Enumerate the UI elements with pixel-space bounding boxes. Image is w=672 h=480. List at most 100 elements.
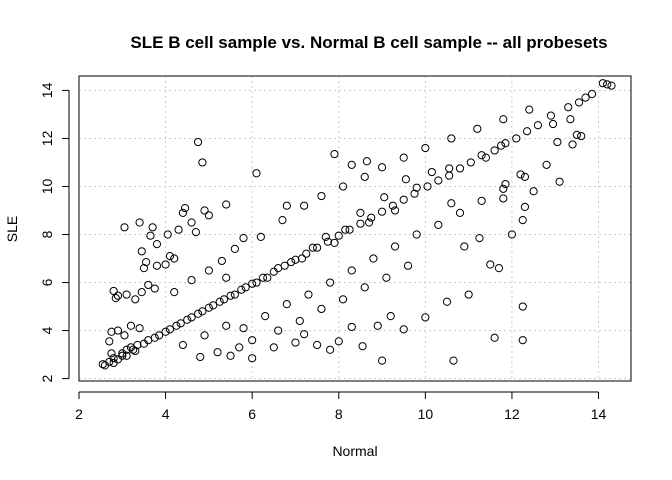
data-point	[501, 139, 510, 148]
data-point	[215, 297, 224, 306]
y-tick-label: 4	[39, 326, 55, 334]
data-point	[581, 93, 590, 102]
data-point	[529, 187, 538, 196]
data-point	[455, 164, 465, 173]
data-point	[135, 218, 144, 227]
data-point	[222, 273, 231, 282]
data-point	[291, 338, 300, 347]
data-point	[377, 356, 387, 365]
data-point	[308, 243, 317, 252]
data-point	[520, 202, 530, 211]
data-point	[542, 160, 551, 169]
data-point	[122, 345, 131, 354]
data-point	[364, 218, 374, 227]
y-tick-label: 2	[39, 374, 55, 382]
data-point	[139, 339, 149, 348]
data-point	[326, 345, 335, 354]
data-point	[607, 81, 616, 90]
data-point	[256, 232, 265, 242]
data-point	[403, 261, 413, 270]
data-point	[122, 290, 131, 299]
data-point	[176, 319, 185, 328]
data-point	[278, 215, 287, 225]
data-point	[323, 237, 333, 246]
data-point	[334, 337, 343, 346]
data-point	[302, 249, 311, 258]
data-point	[427, 167, 436, 177]
data-point	[248, 336, 257, 345]
data-point	[135, 324, 144, 333]
data-point	[163, 230, 172, 239]
data-point	[475, 234, 484, 243]
data-point	[566, 115, 575, 124]
data-point	[146, 231, 155, 240]
data-point	[137, 288, 146, 297]
data-point	[144, 280, 153, 290]
data-point	[230, 244, 239, 254]
data-point	[191, 228, 200, 237]
data-point	[455, 208, 465, 217]
data-point	[326, 278, 335, 287]
data-point	[377, 163, 387, 172]
data-point	[118, 351, 127, 360]
data-point	[235, 343, 244, 352]
data-point	[131, 295, 140, 304]
data-point	[568, 140, 577, 149]
x-axis: 2 4 6 8 10 12 14	[75, 391, 607, 422]
data-point	[507, 230, 517, 239]
data-point	[499, 194, 508, 203]
data-point	[107, 327, 116, 336]
data-point	[520, 172, 530, 181]
x-tick-label: 4	[162, 406, 170, 422]
data-point	[274, 326, 283, 335]
x-tick-label: 8	[335, 406, 343, 422]
data-point	[399, 153, 408, 162]
data-point	[187, 313, 196, 322]
data-point	[347, 160, 356, 169]
data-point	[445, 171, 454, 180]
data-point	[204, 303, 213, 312]
x-tick-label: 10	[418, 406, 434, 422]
data-point	[105, 337, 114, 346]
data-point	[139, 264, 149, 273]
data-point	[434, 220, 443, 229]
data-point	[295, 316, 304, 326]
data-point	[282, 201, 291, 210]
data-point	[187, 276, 196, 285]
data-point	[347, 266, 356, 275]
data-point	[321, 232, 330, 242]
data-point	[120, 331, 129, 340]
data-point	[165, 325, 175, 334]
data-point	[287, 258, 296, 267]
data-point	[360, 283, 369, 292]
data-point	[187, 218, 196, 227]
data-point	[572, 130, 581, 139]
data-point	[518, 302, 527, 311]
data-point	[598, 79, 607, 88]
data-point	[174, 225, 183, 234]
data-point	[330, 238, 339, 248]
data-point	[120, 223, 129, 232]
data-point	[122, 351, 131, 360]
data-point	[477, 151, 486, 160]
data-point	[219, 295, 229, 304]
data-point	[522, 127, 532, 136]
data-point	[401, 175, 410, 184]
data-point	[345, 225, 354, 234]
data-point	[172, 321, 181, 330]
data-point	[152, 240, 162, 249]
data-point	[369, 254, 378, 263]
data-point	[434, 176, 443, 185]
data-point	[142, 258, 151, 267]
data-point	[516, 170, 525, 179]
data-point	[252, 169, 261, 178]
data-point	[603, 80, 612, 89]
data-point	[113, 291, 123, 300]
data-point	[330, 149, 339, 159]
data-point	[183, 315, 192, 324]
data-point	[421, 143, 430, 153]
data-point	[358, 342, 367, 351]
data-point	[555, 177, 564, 186]
data-point	[481, 153, 491, 162]
data-point	[230, 290, 239, 299]
